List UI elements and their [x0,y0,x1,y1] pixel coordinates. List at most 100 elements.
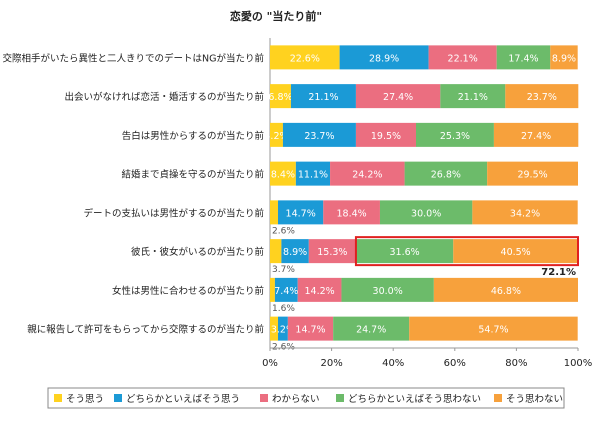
data-label: 3.2% [271,325,295,336]
bar-segment [270,316,279,341]
x-tick-label: 20% [320,358,342,369]
bar-segment [270,200,279,225]
bar-segment [415,122,494,147]
bar-segment [330,161,405,186]
data-label: 21.1% [458,92,488,103]
data-label: 14.7% [286,208,316,219]
category-label: 女性は男性に合わせるのが当たり前 [112,285,264,297]
bar-segment [355,239,454,264]
category-label: デートの支払いは男性がするのが当たり前 [83,207,264,219]
bar-segment [323,200,380,225]
data-label: 31.6% [390,247,420,258]
data-label: 24.7% [356,325,386,336]
bar-segment [278,200,324,225]
bar-segment [295,161,331,186]
highlight-box [354,236,579,267]
bar-segment [287,316,334,341]
bar-segment [493,122,579,147]
bar-segment [282,122,356,147]
category-label: 結婚まで貞操を守るのが当たり前 [121,169,264,181]
x-tick-label: 40% [382,358,404,369]
data-label: 6.8% [268,92,292,103]
legend-swatch [114,394,122,402]
data-label: 8.9% [283,247,307,258]
data-label-outside: 3.7% [272,265,295,275]
data-label: 8.9% [552,53,576,64]
data-label: 40.5% [501,247,531,258]
highlight-total-label: 72.1% [541,267,576,278]
bar-segment [379,200,473,225]
bar-segment [270,277,275,302]
legend-swatch [336,394,344,402]
bar-segment [550,45,578,70]
data-label: 54.7% [478,325,508,336]
chart-title: 恋愛の "当たり前" [230,9,322,23]
bar-segment [355,84,441,109]
bar-segment [290,84,356,109]
data-label: 21.1% [308,92,338,103]
bar-segment [333,316,410,341]
bar-segment [487,161,578,186]
category-label: 出会いがなければ恋活・婚活するのが当たり前 [64,91,264,103]
data-label: 11.1% [298,170,328,181]
data-label: 26.8% [431,170,461,181]
bar-segment [440,84,506,109]
data-label: 22.1% [448,53,478,64]
data-label: 14.2% [304,286,334,297]
data-label: 15.3% [317,247,347,258]
data-label: 18.4% [337,208,367,219]
category-label: 彼氏・彼女がいるのが当たり前 [131,246,264,258]
data-label: 27.4% [383,92,413,103]
legend-label: そう思う [66,394,104,405]
bar-segment [404,161,488,186]
bar-segment [270,161,296,186]
data-label: 28.9% [369,53,399,64]
category-label: 親に報告して許可をもらってから交際するのが当たり前 [27,324,264,336]
data-label: 8.4% [271,170,295,181]
bar-segment [281,239,309,264]
bar-segment [308,239,356,264]
bar-segment [453,239,578,264]
x-tick-label: 0% [262,358,278,369]
category-label: 交際相手がいたら異性と二人きりでのデートはNGが当たり前 [3,52,264,64]
x-tick-label: 80% [505,358,527,369]
bar-segment [505,84,579,109]
bar-segment [428,45,497,70]
bar-segment [355,122,416,147]
bar-segment [409,316,578,341]
data-label: 27.4% [521,131,551,142]
legend-box [47,387,565,409]
data-label: 17.4% [508,53,538,64]
bar-segment [341,277,434,302]
legend-label: どちらかといえばそう思わない [348,394,481,405]
data-label-outside: 2.6% [272,226,295,236]
data-label: 30.0% [411,208,441,219]
bar-segment [270,122,283,147]
data-label: 34.2% [510,208,540,219]
bar-segment [270,239,282,264]
bar-segment [297,277,342,302]
data-label: 19.5% [371,131,401,142]
bar-segment [496,45,551,70]
data-label: 24.2% [352,170,382,181]
data-label: 4.2% [264,131,288,142]
legend-label: どちらかといえばそう思う [126,394,240,405]
data-label: 23.7% [527,92,557,103]
legend-swatch [260,394,268,402]
data-label: 46.8% [491,286,521,297]
data-label: 23.7% [304,131,334,142]
legend-swatch [54,394,62,402]
bar-segment [339,45,429,70]
data-label: 14.7% [295,325,325,336]
data-label: 29.5% [517,170,547,181]
legend-label: わからない [272,394,320,405]
category-label: 告白は男性からするのが当たり前 [122,130,264,142]
bar-segment [270,45,340,70]
bar-segment [270,84,291,109]
data-label-outside: 1.6% [272,304,295,314]
data-label: 7.4% [274,286,298,297]
data-label: 30.0% [373,286,403,297]
bar-segment [433,277,578,302]
